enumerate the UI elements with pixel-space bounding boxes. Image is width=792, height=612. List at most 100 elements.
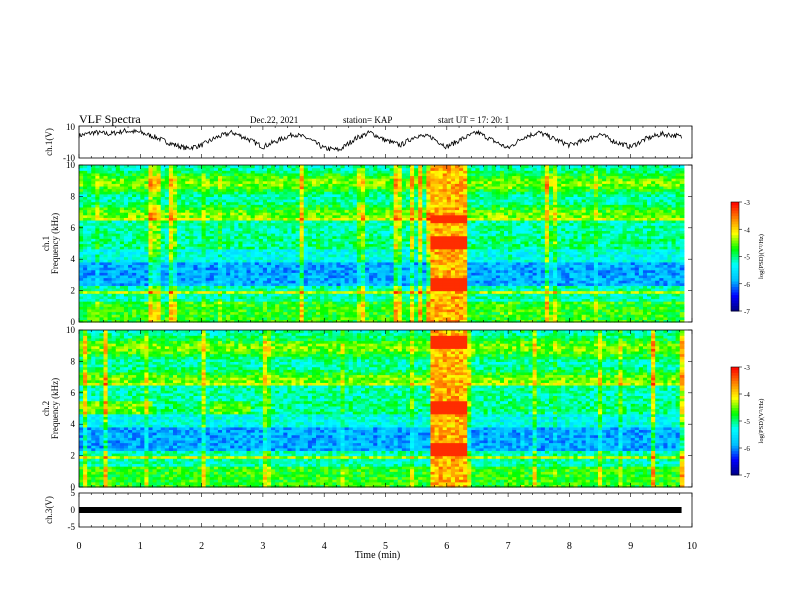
- spectrogram-cell: [99, 170, 105, 174]
- spectrogram-cell: [83, 308, 88, 313]
- spectrogram-cell: [87, 217, 92, 221]
- spectrogram-cell: [168, 256, 174, 260]
- spectrogram-cell: [123, 185, 129, 190]
- spectrogram-cell: [140, 259, 145, 263]
- spectrogram-cell: [205, 308, 211, 313]
- spectrogram-cell: [111, 199, 117, 203]
- spectrogram-cell: [132, 290, 137, 294]
- spectrogram-cell: [164, 274, 170, 279]
- spectrogram-cell: [119, 303, 125, 307]
- spectrogram-cell: [177, 319, 182, 323]
- spectrogram-cell: [160, 316, 166, 320]
- spectrogram-cell: [160, 319, 166, 323]
- spectrogram-cell: [115, 165, 121, 169]
- spectrogram-cell: [91, 272, 96, 276]
- spectrogram-cell: [164, 293, 170, 297]
- spectrogram-cell: [136, 238, 141, 242]
- spectrogram-cell: [99, 319, 105, 323]
- spectrogram-cell: [132, 272, 137, 276]
- spectrogram-cell: [83, 303, 88, 307]
- spectrogram-cell: [111, 222, 117, 226]
- spectrogram-cell: [119, 219, 125, 224]
- spectrogram-cell: [185, 204, 190, 208]
- spectrogram-cell: [181, 319, 186, 323]
- spectrogram-cell: [123, 248, 129, 252]
- spectrogram-cell: [156, 235, 162, 239]
- spectrogram-cell: [99, 306, 105, 310]
- spectrogram-cell: [136, 272, 141, 276]
- spectrogram-cell: [172, 235, 178, 239]
- spectrogram-cell: [136, 183, 141, 187]
- spectrogram-cell: [152, 172, 158, 177]
- spectrogram-cell: [87, 253, 92, 258]
- spectrogram-cell: [168, 209, 174, 213]
- spectrogram-cell: [177, 212, 182, 216]
- spectrogram-cell: [91, 259, 96, 263]
- spectrogram-cell: [189, 193, 195, 197]
- spectrogram-cell: [107, 251, 113, 255]
- spectrogram-cell: [144, 183, 150, 187]
- spectrogram-cell: [111, 295, 117, 300]
- spectrogram-cell: [128, 274, 133, 279]
- spectrogram-cell: [160, 193, 166, 197]
- spectrogram-cell: [168, 308, 174, 313]
- spectrogram-cell: [177, 188, 182, 192]
- spectrogram-cell: [95, 269, 101, 273]
- spectrogram-cell: [148, 306, 154, 310]
- spectrogram-cell: [152, 170, 158, 174]
- spectrogram-cell: [144, 269, 150, 273]
- spectrogram-cell: [156, 277, 162, 281]
- spectrogram-cell: [164, 180, 170, 184]
- spectrogram-cell: [181, 206, 186, 211]
- spectrogram-cell: [152, 219, 158, 224]
- spectrogram-cell: [99, 256, 105, 260]
- spectrogram-cell: [177, 238, 182, 242]
- spectrogram-cell: [87, 206, 92, 211]
- spectrogram-cell: [87, 191, 92, 195]
- spectrogram-cell: [91, 201, 96, 205]
- spectrogram-cell: [185, 301, 190, 305]
- spectrogram-cell: [79, 233, 84, 237]
- spectrogram-cell: [119, 285, 125, 289]
- spectrogram-cell: [177, 253, 182, 258]
- spectrogram-cell: [172, 172, 178, 177]
- spectrogram-cell: [177, 261, 182, 266]
- spectrogram-cell: [230, 165, 235, 169]
- spectrogram-cell: [148, 256, 154, 260]
- spectrogram-cell: [83, 180, 88, 184]
- spectrogram-cell: [197, 308, 203, 313]
- spectrogram-cell: [132, 277, 137, 281]
- spectrogram-cell: [189, 274, 195, 279]
- spectrogram-cell: [115, 201, 121, 205]
- spectrogram-cell: [83, 287, 88, 292]
- spectrogram-cell: [95, 253, 101, 258]
- spectrogram-cell: [123, 204, 129, 208]
- spectrogram-cell: [156, 193, 162, 197]
- spectrogram-cell: [164, 188, 170, 192]
- spectrogram-cell: [185, 188, 190, 192]
- spectrogram-cell: [79, 204, 84, 208]
- spectrogram-cell: [164, 251, 170, 255]
- spectrogram-cell: [168, 280, 174, 284]
- spectrogram-cell: [91, 256, 96, 260]
- spectrogram-cell: [107, 261, 113, 266]
- spectrogram-cell: [189, 227, 195, 232]
- spectrogram-cell: [95, 301, 101, 305]
- spectrogram-cell: [303, 165, 309, 169]
- spectrogram-cell: [87, 175, 92, 179]
- spectrogram-cell: [152, 259, 158, 263]
- spectrogram-cell: [87, 204, 92, 208]
- spectrogram-cell: [148, 240, 154, 245]
- spectrogram-cell: [177, 301, 182, 305]
- spectrogram-cell: [168, 311, 174, 315]
- spectrogram-cell: [103, 188, 109, 192]
- spectrogram-cell: [132, 214, 137, 218]
- spectrogram-cell: [111, 243, 117, 247]
- spectrogram-cell: [128, 167, 133, 171]
- spectrogram-cell: [144, 272, 150, 276]
- spectrogram-cell: [107, 172, 113, 177]
- spectrogram-cell: [115, 314, 121, 318]
- spectrogram-cell: [128, 212, 133, 216]
- spectrogram-cell: [119, 316, 125, 320]
